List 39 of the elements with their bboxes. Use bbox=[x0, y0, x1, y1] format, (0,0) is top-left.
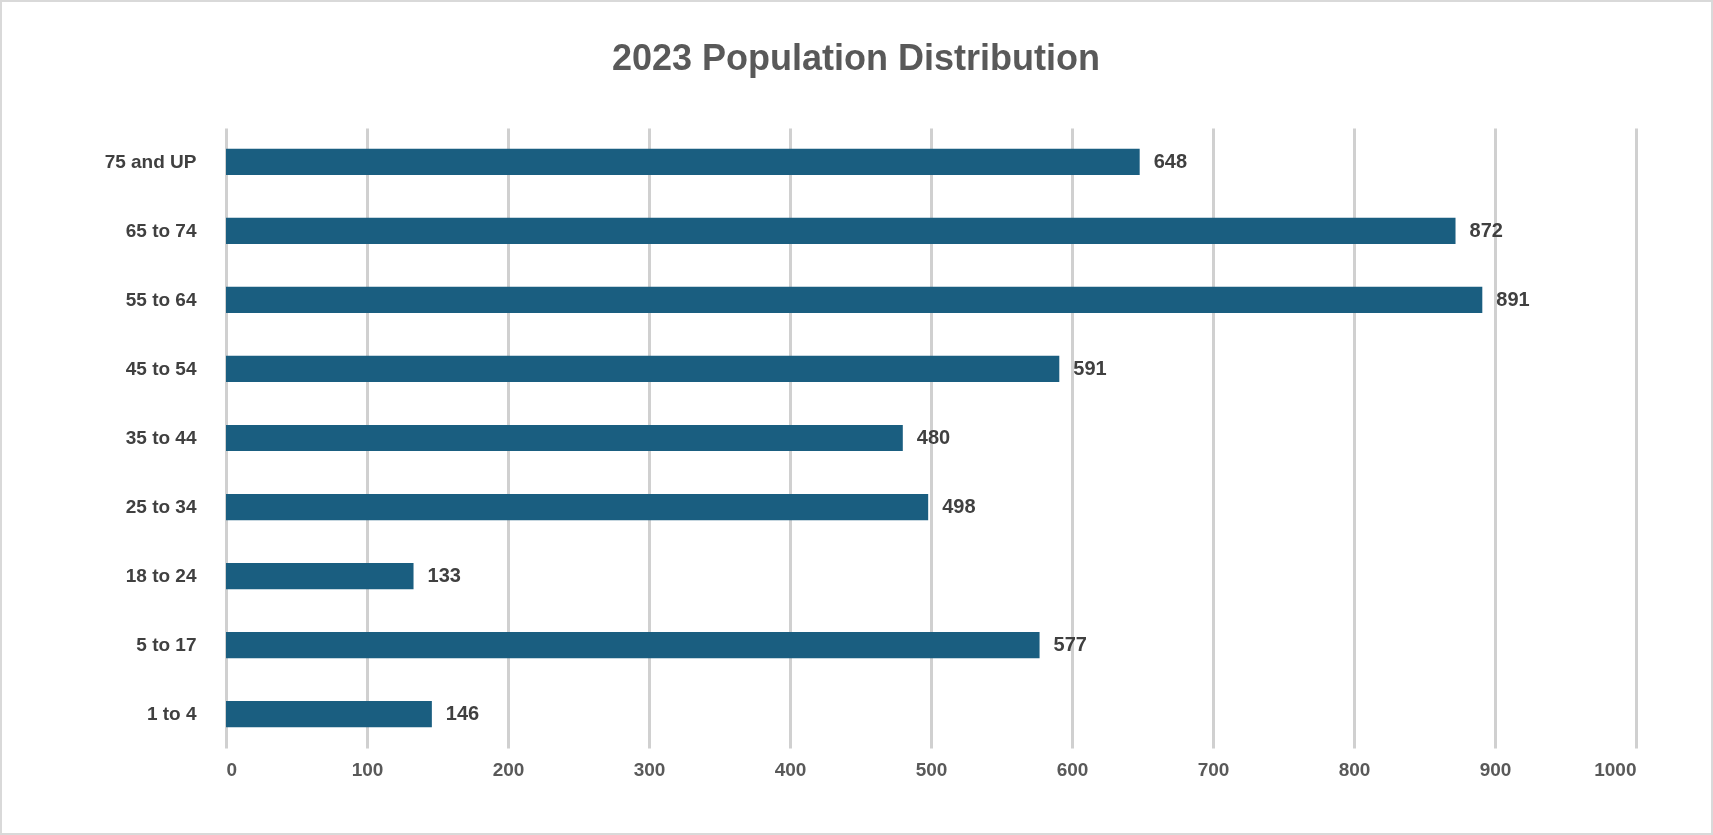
x-tick-label: 700 bbox=[1197, 758, 1230, 780]
bar bbox=[226, 424, 903, 452]
x-tick-label: 900 bbox=[1479, 758, 1512, 780]
data-label: 891 bbox=[1496, 287, 1530, 310]
chart-title: 2023 Population Distribution bbox=[611, 37, 1101, 78]
y-tick-label: 75 and UP bbox=[104, 150, 197, 172]
data-label: 133 bbox=[427, 564, 461, 587]
bar bbox=[226, 148, 1140, 175]
y-tick-label: 55 to 64 bbox=[125, 288, 197, 310]
y-tick-label: 65 to 74 bbox=[125, 219, 197, 241]
x-tick-label: 0 bbox=[226, 758, 238, 780]
y-tick-label: 18 to 24 bbox=[125, 565, 197, 587]
bar bbox=[226, 701, 432, 728]
bar bbox=[226, 217, 1456, 244]
bar bbox=[226, 493, 929, 521]
bar bbox=[226, 355, 1060, 383]
x-tick-label: 200 bbox=[492, 758, 525, 780]
x-tick-label: 600 bbox=[1056, 758, 1089, 780]
x-tick-label: 300 bbox=[633, 758, 666, 780]
bar bbox=[226, 286, 1483, 314]
x-tick-label: 400 bbox=[774, 758, 807, 780]
x-tick-label: 800 bbox=[1338, 758, 1371, 780]
data-label: 591 bbox=[1073, 356, 1107, 379]
y-tick-label: 35 to 44 bbox=[125, 427, 197, 448]
bar bbox=[226, 632, 1040, 659]
x-tick-label: 1000 bbox=[1594, 758, 1637, 780]
bar bbox=[226, 562, 414, 590]
y-tick-label: 1 to 4 bbox=[146, 703, 197, 725]
data-label: 648 bbox=[1153, 149, 1188, 172]
data-label: 577 bbox=[1053, 633, 1087, 656]
data-label: 498 bbox=[942, 495, 976, 518]
y-tick-label: 25 to 34 bbox=[125, 496, 197, 518]
y-tick-label: 5 to 17 bbox=[136, 634, 197, 656]
data-label: 872 bbox=[1469, 218, 1503, 241]
y-tick-label: 45 to 54 bbox=[125, 357, 197, 379]
x-tick-label: 100 bbox=[351, 758, 384, 780]
data-label: 146 bbox=[445, 702, 480, 725]
data-label: 480 bbox=[916, 426, 951, 448]
x-tick-label: 500 bbox=[915, 758, 948, 780]
